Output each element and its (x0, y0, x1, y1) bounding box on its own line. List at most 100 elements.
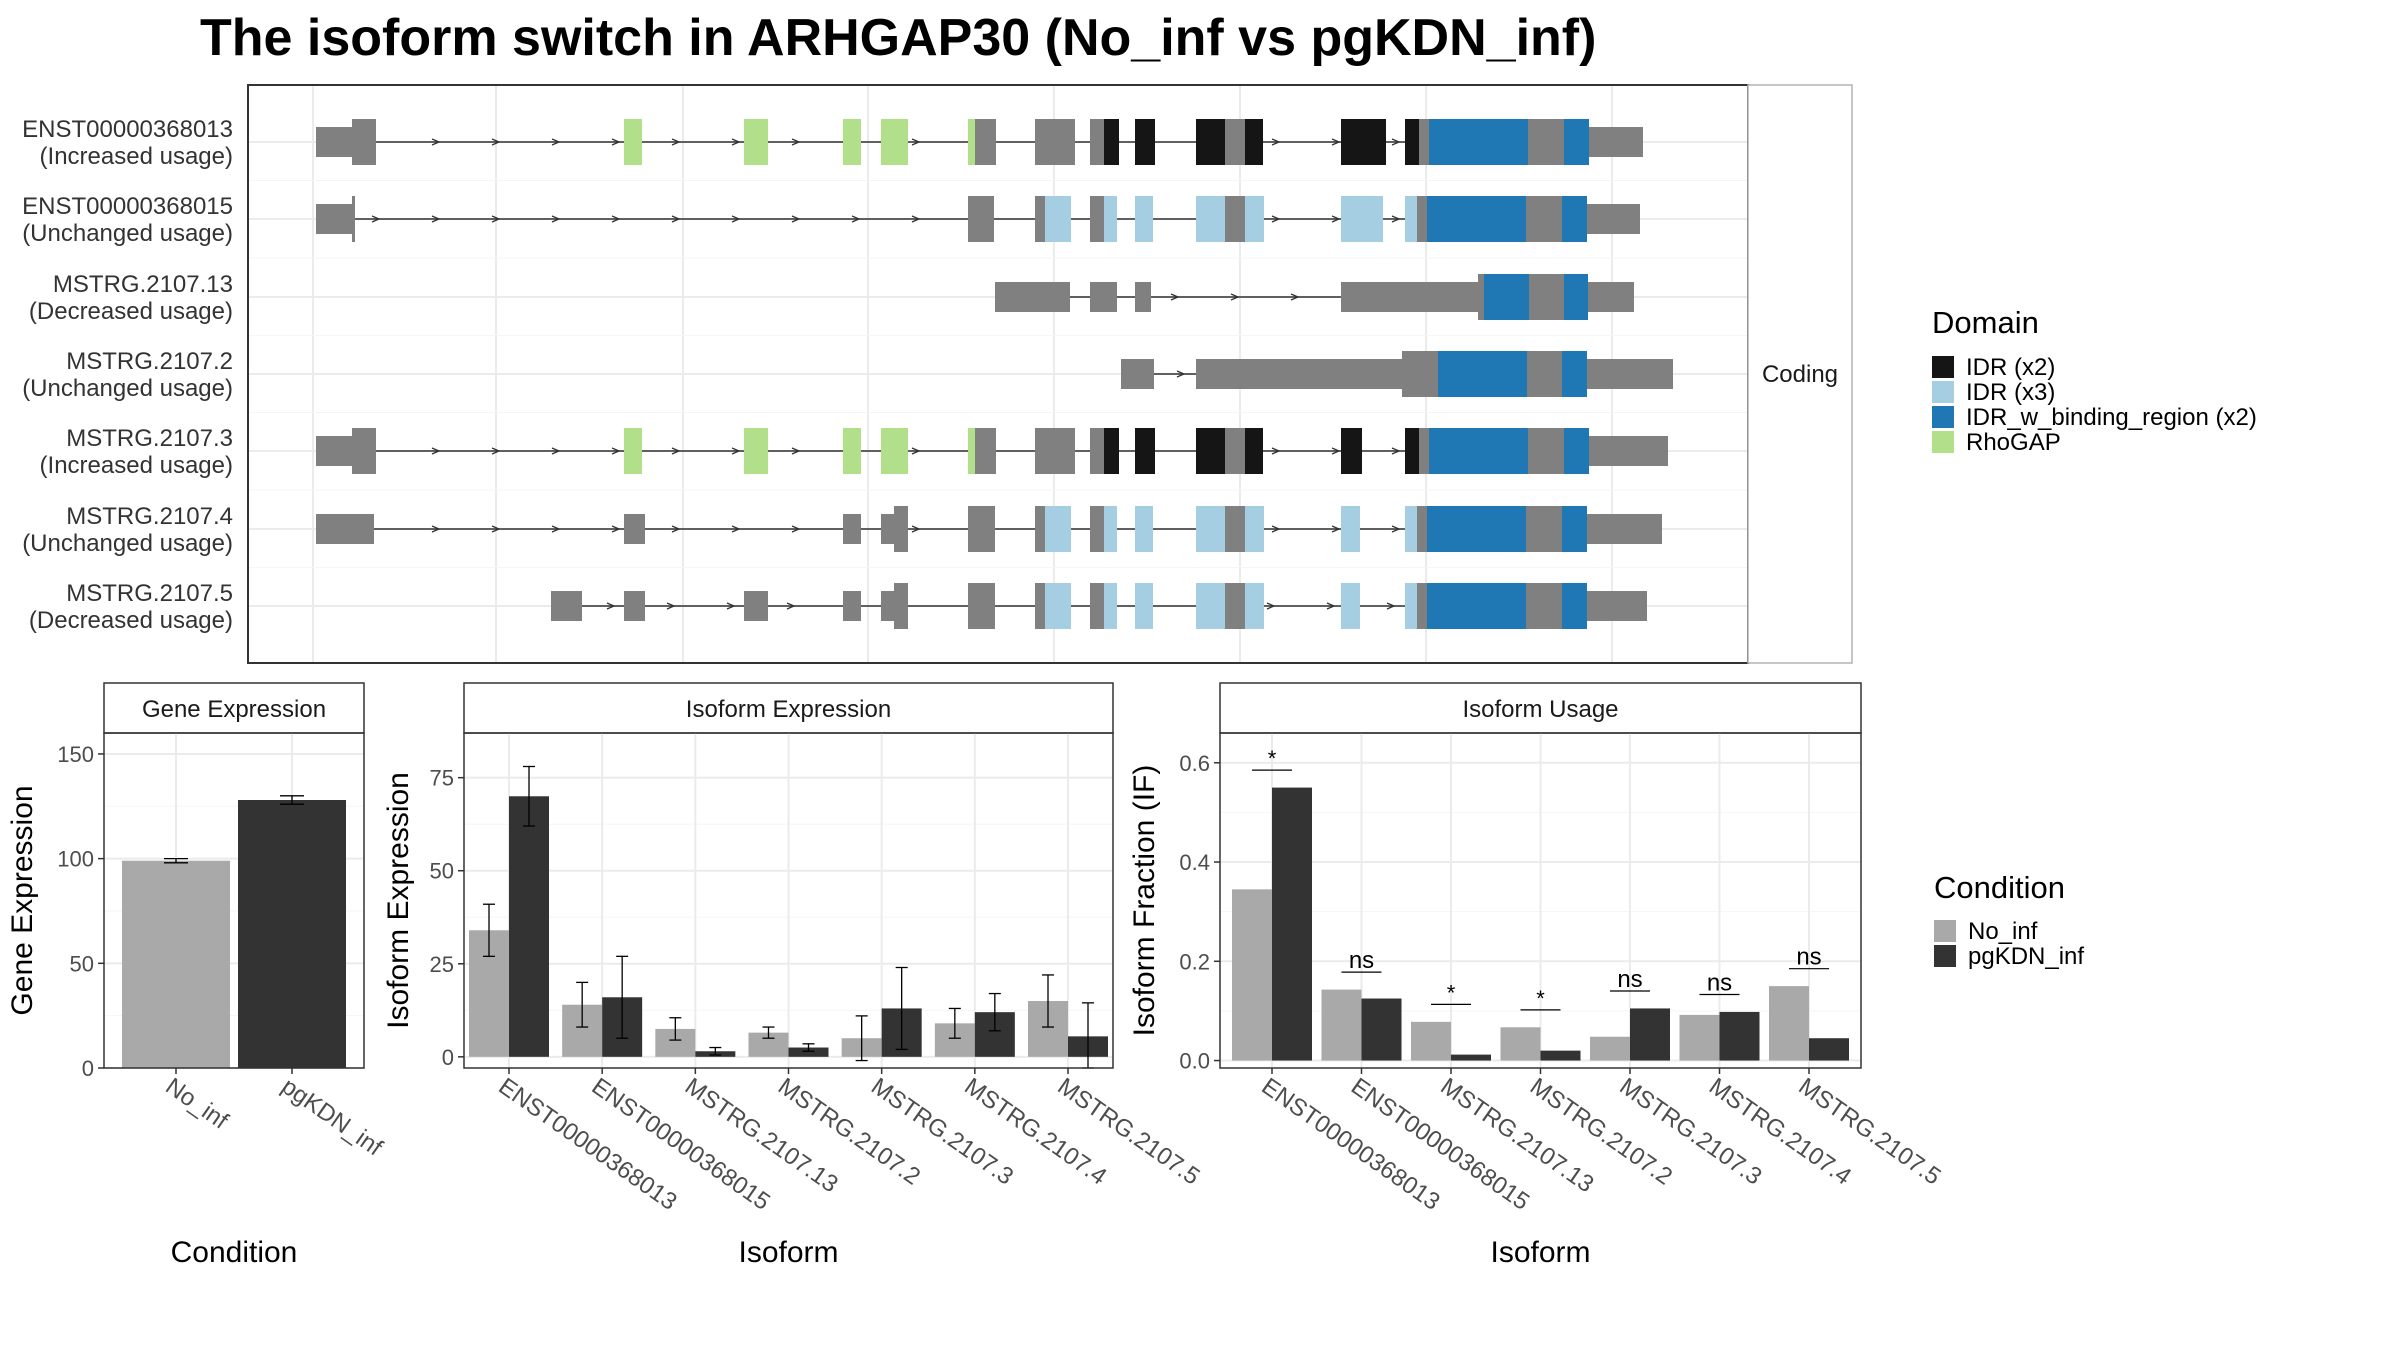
facet-strip-title: Isoform Usage (1462, 696, 1618, 723)
bar-No_inf (1500, 1027, 1541, 1061)
exon-block (881, 428, 908, 474)
exon-block (1562, 196, 1587, 242)
strand-arrow (431, 138, 441, 146)
strand-arrow (431, 447, 441, 455)
strand-arrow (666, 602, 676, 610)
strip-coding (1747, 84, 1853, 664)
isoform-label-usage: (Increased usage) (40, 143, 233, 170)
exon-block (1341, 583, 1360, 629)
bar-No_inf (1232, 889, 1272, 1061)
facet-strip (103, 682, 365, 734)
exon-block (1526, 506, 1562, 552)
exon-block (894, 583, 908, 629)
strand-arrow (1331, 447, 1341, 455)
strand-arrow (611, 447, 621, 455)
strand-arrow (1386, 602, 1396, 610)
chart-gridlines (1220, 733, 1861, 1068)
strand-arrow (491, 138, 501, 146)
exon-block (975, 119, 996, 165)
strand-arrow (731, 525, 741, 533)
bar-pgKDN_inf (1630, 1008, 1670, 1061)
exon-block (1090, 506, 1104, 552)
isoform-structure-row (995, 274, 1634, 320)
bar-pgKDN_inf (1809, 1038, 1849, 1061)
exon-block (1090, 196, 1104, 242)
exon-block (1245, 506, 1264, 552)
exon-block (1417, 583, 1427, 629)
facet-strip (463, 682, 1114, 734)
strand-arrow (1331, 525, 1341, 533)
exon-block (1341, 282, 1481, 312)
isoform-label-usage: (Unchanged usage) (22, 375, 233, 402)
exon-block (1429, 119, 1528, 165)
strand-arrow (791, 138, 801, 146)
facet-strip-title: Isoform Expression (686, 696, 891, 723)
exon-block (1135, 583, 1153, 629)
domain-legend-label: IDR (x2) (1966, 354, 2055, 381)
isoform-labels: ENST00000368013(Increased usage)ENST0000… (22, 116, 233, 634)
isoform-label-id: MSTRG.2107.5 (66, 580, 233, 607)
exon-block (1417, 196, 1427, 242)
exon-block (1564, 119, 1589, 165)
condition-legend-key (1934, 945, 1956, 967)
exon-block (1196, 583, 1225, 629)
exon-block (1121, 359, 1154, 389)
x-tick-label: No_inf (161, 1073, 234, 1135)
exon-block (881, 514, 894, 544)
isoform-structure-row (316, 119, 1643, 165)
exon-block (1341, 119, 1386, 165)
exon-block (1587, 514, 1662, 544)
isoform-label-id: MSTRG.2107.2 (66, 348, 233, 375)
exon-block (1419, 119, 1429, 165)
exon-block (316, 127, 352, 157)
strand-arrow (1176, 370, 1186, 378)
strand-arrow (1391, 138, 1401, 146)
exon-block (1245, 196, 1264, 242)
exon-block (352, 428, 376, 474)
exon-block (1341, 196, 1383, 242)
exon-block (1526, 583, 1562, 629)
exon-block (1429, 428, 1528, 474)
x-tick-label: MSTRG.2107.13 (1436, 1073, 1599, 1198)
strand-arrow (1266, 602, 1276, 610)
exon-block (1104, 506, 1117, 552)
strand-arrow (791, 447, 801, 455)
strand-arrow (431, 525, 441, 533)
exon-block (1135, 506, 1153, 552)
exon-block (1341, 428, 1362, 474)
strand-arrow (606, 602, 616, 610)
exon-block (968, 428, 975, 474)
gene-expression-chart: Gene Expression 0 50 100 150 No_inf pgKDN_inf C… (6, 682, 387, 1269)
strand-arrow (911, 447, 921, 455)
strand-arrow (1326, 602, 1336, 610)
bar-No_inf (1411, 1021, 1451, 1061)
exon-block (1341, 506, 1360, 552)
strand-arrow (731, 215, 741, 223)
domain-legend-label: IDR (x3) (1966, 379, 2055, 406)
isoform-structure-rows (316, 119, 1673, 629)
strand-arrow (1230, 293, 1240, 301)
domain-legend-key (1932, 431, 1954, 453)
condition-legend-title: Condition (1934, 870, 2065, 905)
exon-block (1196, 196, 1225, 242)
exon-block (1564, 274, 1588, 320)
isoform-structure-row (316, 506, 1662, 552)
y-tick-label: 75 (430, 766, 454, 791)
exon-block (1045, 506, 1071, 552)
y-axis-title: Isoform Fraction (IF) (1128, 765, 1161, 1037)
domain-legend-label: IDR_w_binding_region (x2) (1966, 404, 2257, 431)
strand-arrow (791, 525, 801, 533)
exon-block (744, 119, 768, 165)
isoform-expression-chart: Isoform Expression 0 25 50 75 ENST00000368013… (382, 682, 1205, 1269)
exon-block (1135, 282, 1151, 312)
exon-block (352, 119, 376, 165)
exon-block (1035, 583, 1045, 629)
isoform-structure-row (551, 583, 1647, 629)
bar-pgKDN_inf (788, 1047, 829, 1057)
strand-arrow (1290, 293, 1300, 301)
exon-block (1405, 119, 1419, 165)
strand-arrow (431, 215, 441, 223)
strand-arrow (786, 602, 796, 610)
